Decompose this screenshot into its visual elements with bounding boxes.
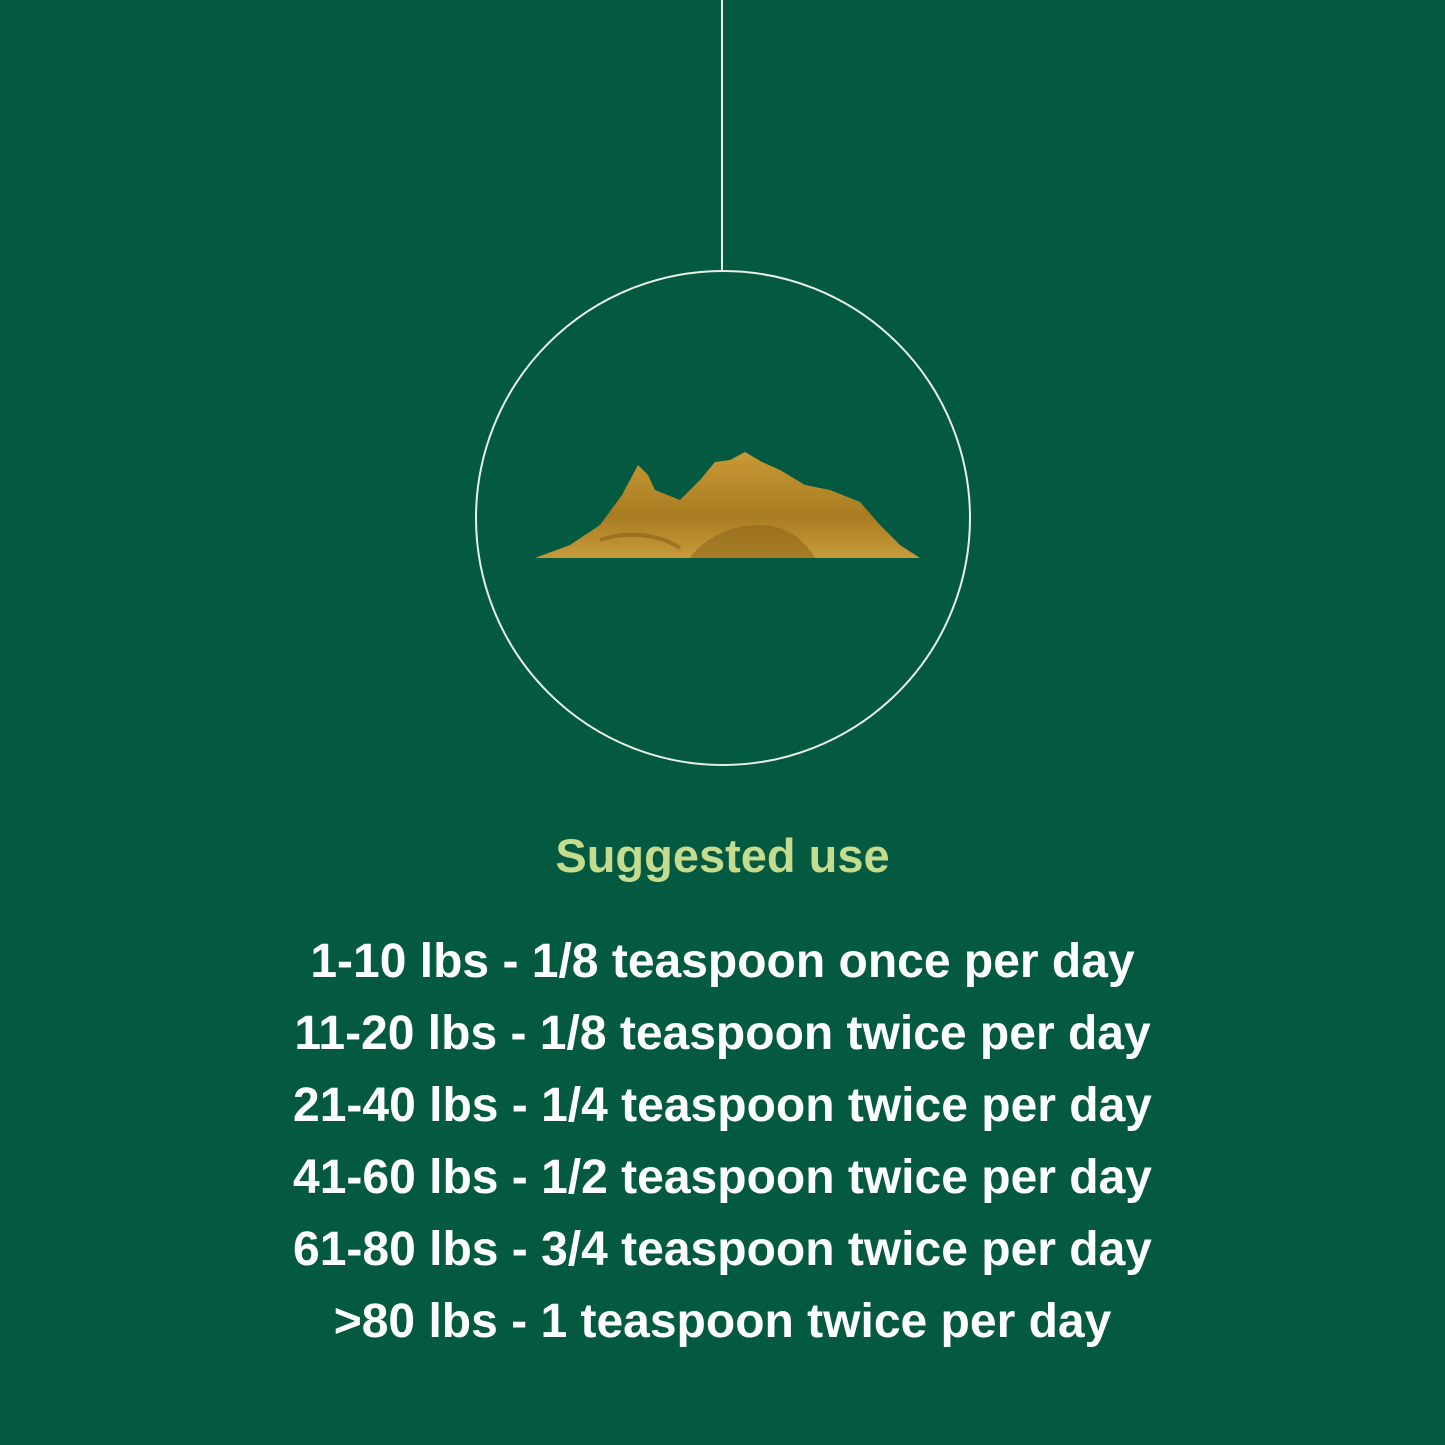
dose-line: >80 lbs - 1 teaspoon twice per day bbox=[333, 1295, 1112, 1348]
powder-shape bbox=[535, 452, 920, 558]
powder-shadow bbox=[690, 525, 815, 558]
product-circle-frame bbox=[475, 270, 971, 766]
suggested-use-heading: Suggested use bbox=[555, 829, 890, 882]
hanging-line bbox=[721, 0, 723, 270]
powder-texture bbox=[599, 532, 682, 550]
powder-pile-icon bbox=[535, 452, 920, 558]
dose-line: 41-60 lbs - 1/2 teaspoon twice per day bbox=[293, 1151, 1152, 1204]
dose-line: 21-40 lbs - 1/4 teaspoon twice per day bbox=[293, 1079, 1152, 1132]
dose-line: 11-20 lbs - 1/8 teaspoon twice per day bbox=[294, 1007, 1151, 1060]
dosage-list: 1-10 lbs - 1/8 teaspoon once per day 11-… bbox=[0, 926, 1445, 1358]
dose-line: 1-10 lbs - 1/8 teaspoon once per day bbox=[310, 935, 1135, 988]
dose-line: 61-80 lbs - 3/4 teaspoon twice per day bbox=[293, 1223, 1152, 1276]
